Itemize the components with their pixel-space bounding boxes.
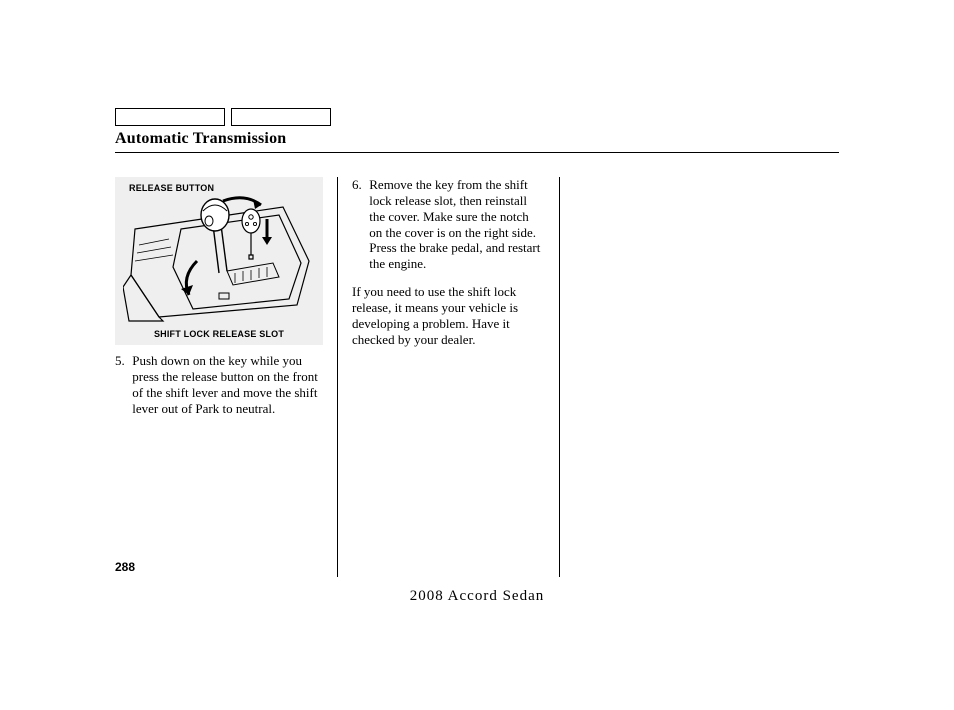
column-3 (559, 177, 781, 577)
shift-lock-note: If you need to use the shift lock releas… (352, 284, 545, 347)
manual-page: Automatic Transmission RELEASE BUTTON (0, 0, 954, 710)
shift-lever-figure: RELEASE BUTTON (115, 177, 323, 345)
step-6: 6. Remove the key from the shift lock re… (352, 177, 545, 272)
shift-lever-illustration (123, 195, 315, 323)
step-5: 5. Push down on the key while you press … (115, 353, 323, 416)
step-6-number: 6. (352, 177, 366, 193)
section-title: Automatic Transmission (115, 130, 839, 148)
step-5-number: 5. (115, 353, 129, 369)
title-rule (115, 152, 839, 153)
figure-label-shift-lock-slot: SHIFT LOCK RELEASE SLOT (115, 329, 323, 339)
page-number: 288 (115, 560, 135, 574)
header-placeholder-boxes (115, 108, 839, 126)
header-box-2 (231, 108, 331, 126)
content-columns: RELEASE BUTTON (115, 177, 839, 577)
figure-label-release-button: RELEASE BUTTON (129, 183, 214, 193)
step-5-text: Push down on the key while you press the… (132, 353, 322, 416)
column-1: RELEASE BUTTON (115, 177, 337, 577)
vehicle-model-footer: 2008 Accord Sedan (0, 588, 954, 605)
step-6-text: Remove the key from the shift lock relea… (369, 177, 544, 272)
column-2: 6. Remove the key from the shift lock re… (337, 177, 559, 577)
header-box-1 (115, 108, 225, 126)
